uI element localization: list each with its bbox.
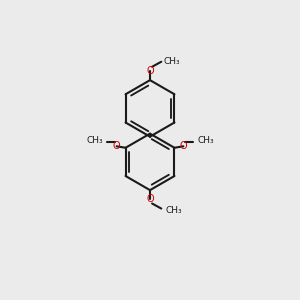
- Text: O: O: [180, 141, 187, 151]
- Text: O: O: [146, 66, 154, 76]
- Text: CH₃: CH₃: [164, 57, 180, 66]
- Text: CH₃: CH₃: [86, 136, 103, 146]
- Text: O: O: [113, 141, 120, 151]
- Text: CH₃: CH₃: [197, 136, 214, 146]
- Text: CH₃: CH₃: [166, 206, 182, 215]
- Text: O: O: [146, 194, 154, 204]
